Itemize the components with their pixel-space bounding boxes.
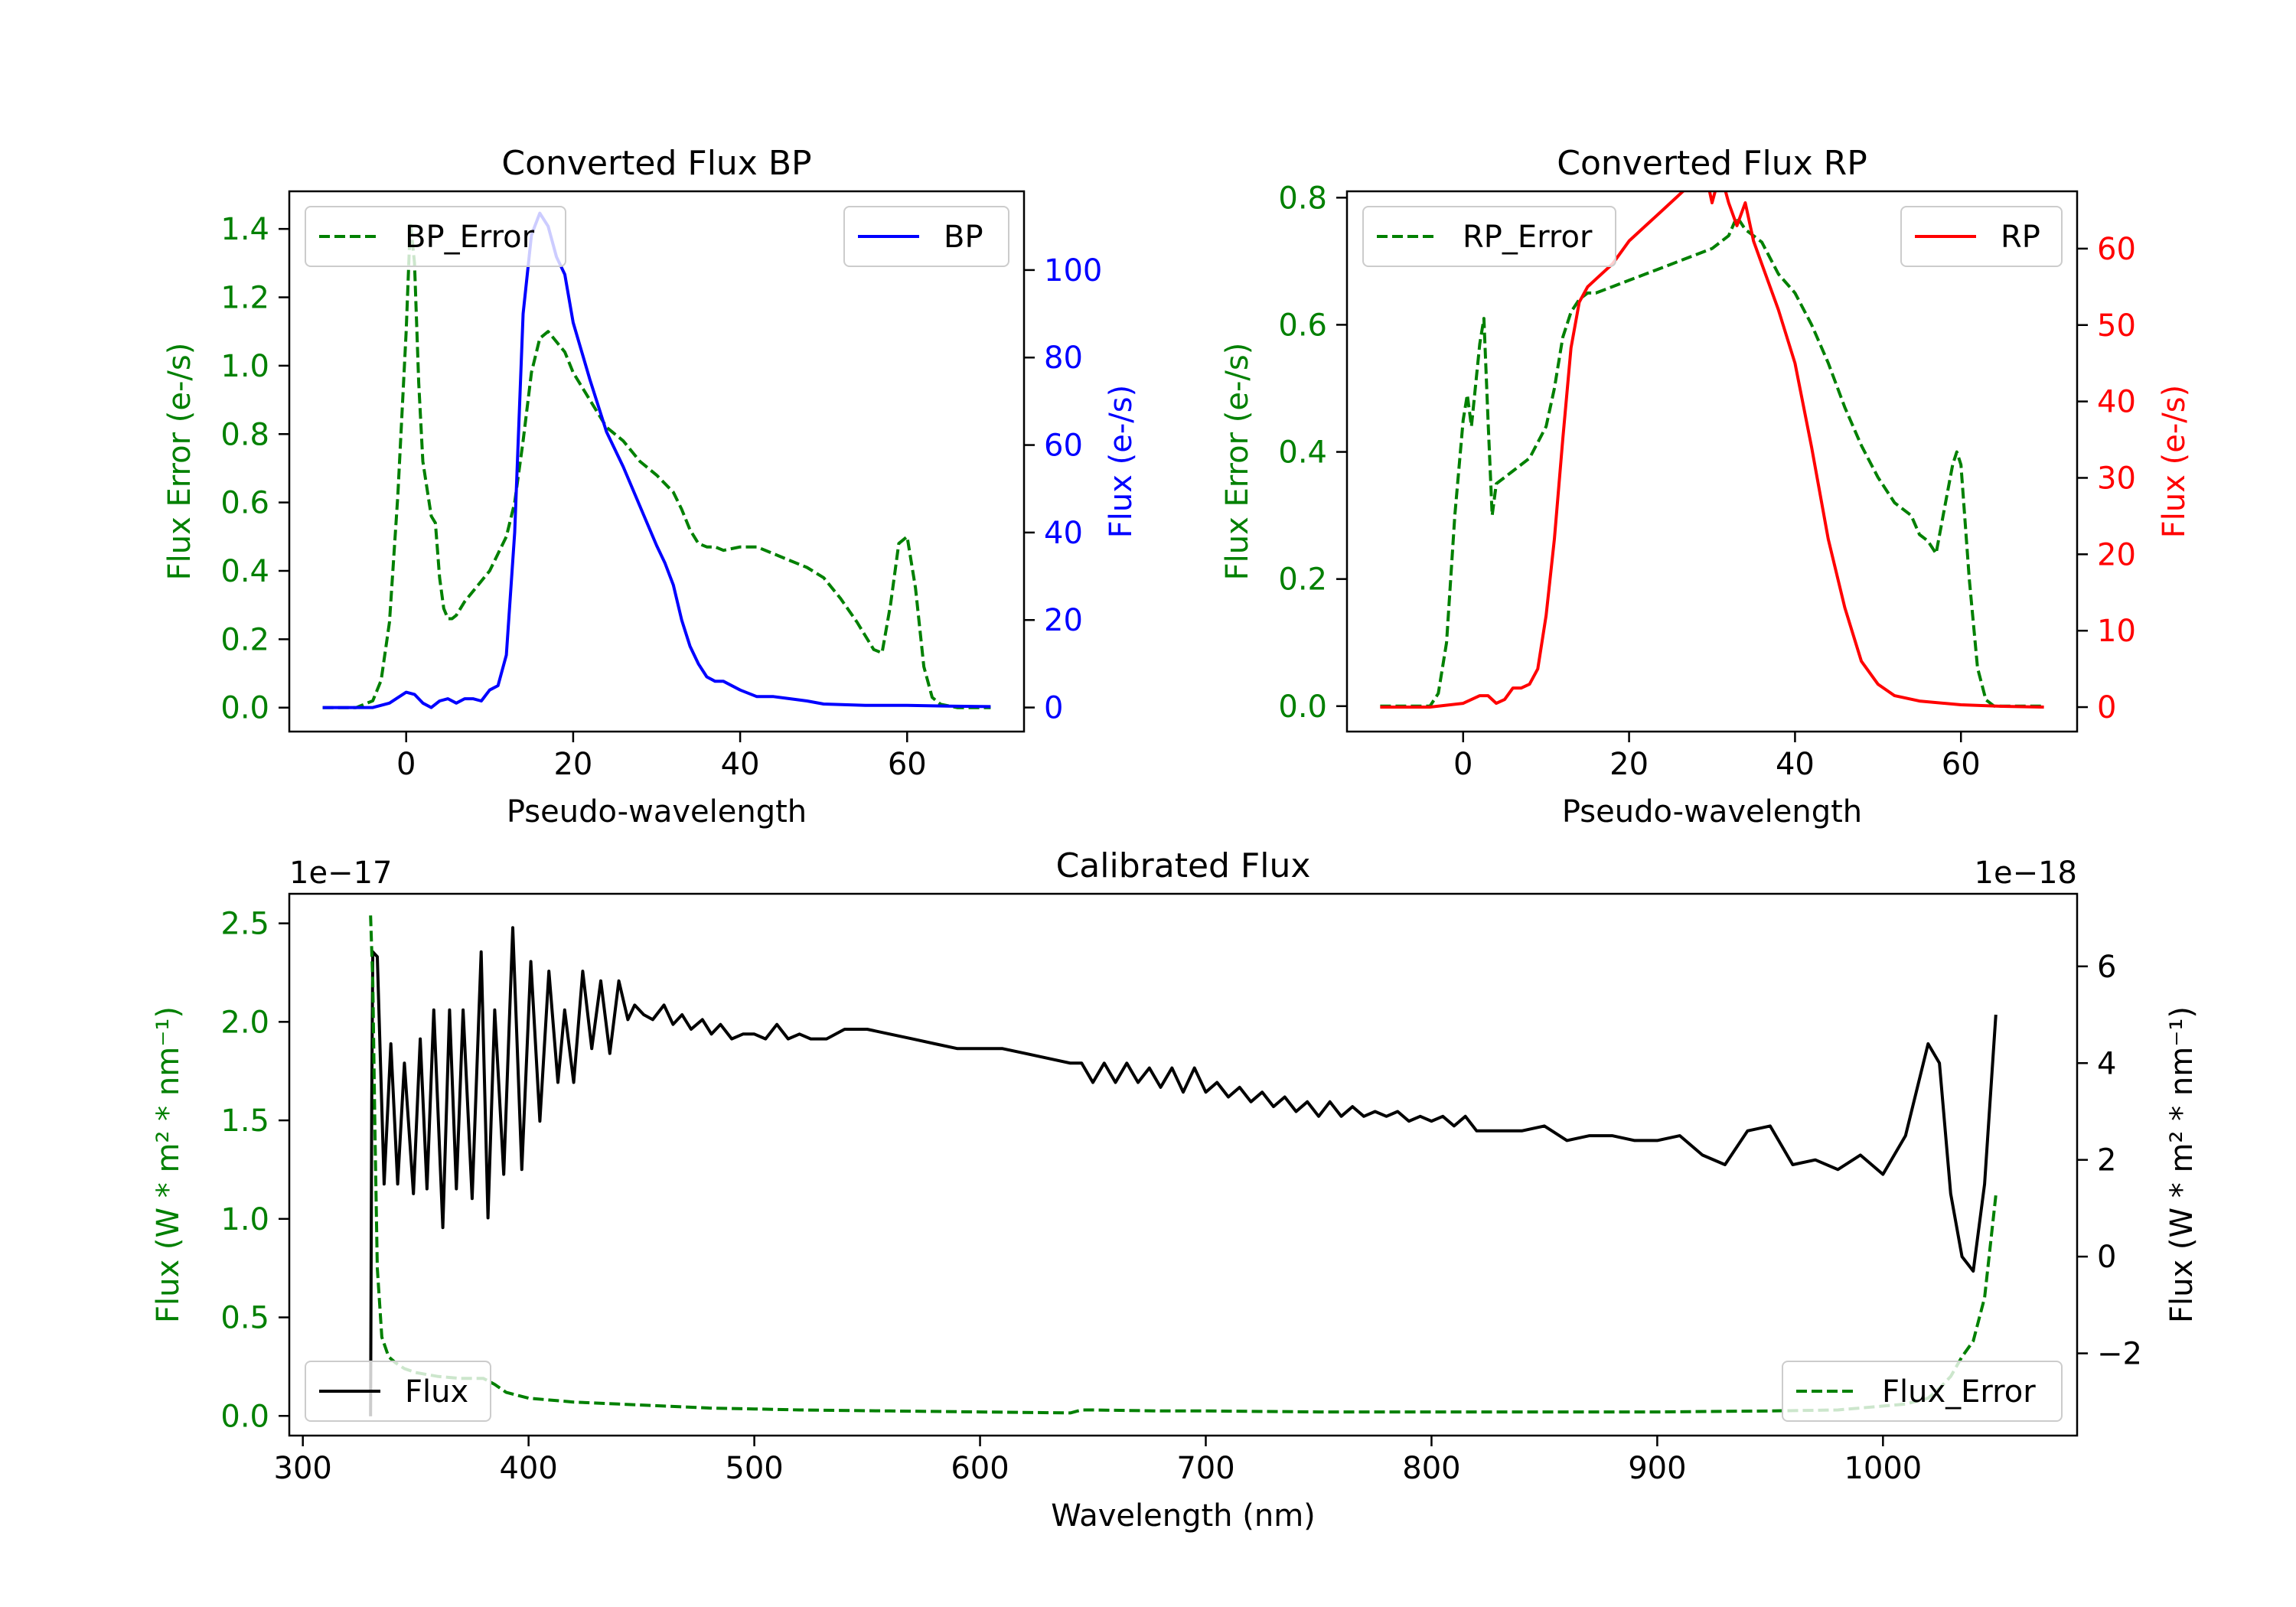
- legend-label: Flux: [405, 1374, 468, 1410]
- y-left-tick-label: 0.6: [1278, 308, 1327, 343]
- chart-panel: Converted Flux RP 0 20 40 60 Pseudo-wavelengt…: [1220, 144, 2192, 830]
- legend-label: BP: [944, 220, 983, 255]
- x-tick-label: 0: [1453, 747, 1473, 782]
- legend-box: [1900, 206, 2063, 267]
- y-right-axis-label: Flux (e-/s): [1104, 385, 1139, 538]
- y-right-tick-label: −2: [2097, 1337, 2142, 1372]
- y-left-tick-label: 0.0: [1278, 689, 1327, 725]
- chart-title: Converted Flux RP: [1557, 144, 1867, 183]
- legend-label: Flux_Error: [1882, 1374, 2036, 1410]
- x-tick-label: 40: [1776, 747, 1815, 782]
- y-right-tick-label: 100: [1044, 253, 1102, 288]
- y-right-axis-label: Flux (W * m² * nm⁻¹): [2164, 1006, 2200, 1323]
- series-line-flux: [369, 926, 1998, 1416]
- y-right-tick-label: 10: [2097, 614, 2136, 649]
- y-right-tick-label: 6: [2097, 950, 2116, 985]
- y-left-tick-label: 0.0: [220, 1399, 269, 1434]
- y-left-tick-label: 1.2: [220, 281, 269, 316]
- legend-box: [843, 206, 1009, 267]
- series-line-rp-error: [1380, 215, 2044, 708]
- y-left-axis-label: Flux Error (e-/s): [1220, 343, 1255, 581]
- y-left-tick-label: 0.0: [220, 691, 269, 726]
- y-left-tick-label: 0.2: [1278, 562, 1327, 598]
- legend: BP_Error: [305, 206, 566, 267]
- axes-frame: [288, 892, 2079, 1437]
- chart-title: Converted Flux BP: [501, 144, 811, 183]
- legend: Flux: [305, 1361, 491, 1422]
- chart-panel: Converted Flux BP 0 20 40 60 Pseudo-wavelengt…: [162, 144, 1139, 830]
- y-right-tick-label: 4: [2097, 1046, 2116, 1081]
- x-axis-label: Wavelength (nm): [1051, 1498, 1316, 1534]
- x-tick-label: 700: [1176, 1451, 1234, 1486]
- x-tick-label: 20: [553, 747, 592, 782]
- x-tick-label: 0: [396, 747, 416, 782]
- x-tick-label: 60: [1942, 747, 1981, 782]
- x-tick-label: 1000: [1844, 1451, 1922, 1486]
- y-right-tick-label: 0: [1044, 691, 1063, 726]
- series-line-bp-error: [322, 220, 991, 709]
- axes-frame: [288, 190, 1026, 733]
- series-line-flux-error: [369, 915, 1998, 1415]
- chart-panel: Calibrated Flux 300 400 500 600 700 800 900 1000…: [151, 846, 2200, 1534]
- y-left-tick-label: 0.8: [1278, 181, 1327, 216]
- x-tick-label: 600: [951, 1451, 1009, 1486]
- axes-frame: [1345, 190, 2079, 733]
- y-left-axis-label: Flux (W * m² * nm⁻¹): [151, 1006, 186, 1323]
- legend-box: [305, 1361, 491, 1422]
- chart-title: Calibrated Flux: [1056, 846, 1311, 885]
- x-axis-label: Pseudo-wavelength: [507, 794, 807, 830]
- y-right-tick-label: 40: [2097, 385, 2136, 420]
- y-left-offset-text: 1e−17: [289, 856, 392, 891]
- y-right-offset-text: 1e−18: [1975, 856, 2077, 891]
- y-right-tick-label: 60: [2097, 232, 2136, 267]
- y-left-tick-label: 0.4: [220, 554, 269, 589]
- y-left-tick-label: 1.0: [220, 349, 269, 384]
- x-tick-label: 900: [1628, 1451, 1686, 1486]
- legend: BP: [843, 206, 1009, 267]
- y-right-tick-label: 20: [2097, 537, 2136, 572]
- x-axis-label: Pseudo-wavelength: [1562, 794, 1862, 830]
- y-left-tick-label: 2.5: [220, 907, 269, 942]
- legend-box: [1362, 206, 1616, 267]
- x-tick-label: 400: [499, 1451, 557, 1486]
- x-tick-label: 60: [888, 747, 927, 782]
- y-left-tick-label: 0.8: [220, 417, 269, 452]
- y-right-tick-label: 50: [2097, 308, 2136, 344]
- legend: RP_Error: [1362, 206, 1616, 267]
- legend-label: BP_Error: [405, 220, 535, 255]
- y-right-tick-label: 0: [2097, 690, 2116, 725]
- y-right-tick-label: 0: [2097, 1240, 2116, 1275]
- y-left-tick-label: 1.0: [220, 1202, 269, 1237]
- x-tick-label: 800: [1402, 1451, 1460, 1486]
- legend: RP: [1900, 206, 2063, 267]
- y-right-tick-label: 60: [1044, 429, 1083, 464]
- y-right-tick-label: 20: [1044, 603, 1083, 638]
- y-right-tick-label: 40: [1044, 516, 1083, 551]
- y-right-tick-label: 80: [1044, 341, 1083, 376]
- legend-label: RP: [2001, 220, 2040, 255]
- y-right-tick-label: 30: [2097, 461, 2136, 496]
- legend-box: [1782, 1361, 2063, 1422]
- y-left-tick-label: 0.6: [220, 486, 269, 521]
- y-left-axis-label: Flux Error (e-/s): [162, 343, 197, 581]
- legend-label: RP_Error: [1463, 220, 1593, 255]
- y-left-tick-label: 0.2: [220, 622, 269, 657]
- legend: Flux_Error: [1782, 1361, 2063, 1422]
- y-right-axis-label: Flux (e-/s): [2157, 385, 2192, 538]
- y-left-tick-label: 2.0: [220, 1005, 269, 1040]
- y-left-tick-label: 1.4: [220, 212, 269, 247]
- legend-box: [305, 206, 566, 267]
- series-line-rp: [1380, 191, 2044, 709]
- x-tick-label: 20: [1609, 747, 1649, 782]
- y-left-tick-label: 0.4: [1278, 435, 1327, 471]
- y-left-tick-label: 0.5: [220, 1301, 269, 1336]
- series-line-bp: [322, 211, 991, 709]
- x-tick-label: 40: [721, 747, 760, 782]
- y-right-tick-label: 2: [2097, 1143, 2116, 1178]
- x-tick-label: 500: [725, 1451, 783, 1486]
- y-left-tick-label: 1.5: [220, 1103, 269, 1139]
- x-tick-label: 300: [274, 1451, 332, 1486]
